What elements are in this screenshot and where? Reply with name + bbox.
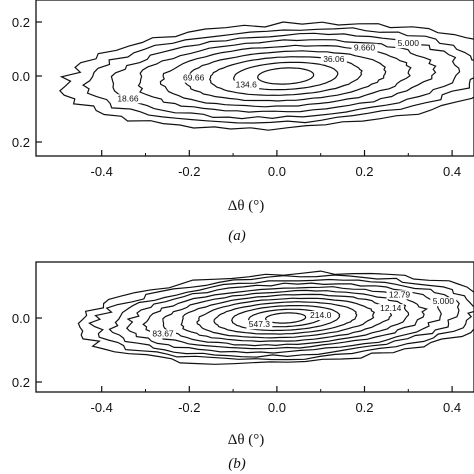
contour-label-background	[320, 55, 347, 65]
contour-label-background	[307, 311, 334, 320]
contour-line	[162, 289, 410, 347]
contour-line	[213, 301, 358, 335]
contour-label-background	[114, 94, 141, 104]
panel-b-caption: (b)	[228, 456, 246, 472]
contour-label-background	[351, 43, 378, 53]
contour-line	[232, 61, 339, 91]
contour-label: 5.000	[433, 296, 455, 306]
contour-label: 83.67	[152, 328, 174, 338]
x-tick-label: 0.0	[268, 164, 286, 179]
x-tick-label: -0.4	[90, 400, 112, 415]
x-tick-label: 0.4	[443, 164, 461, 179]
contour-label: 12.79	[389, 289, 411, 299]
contour-label: 547.3	[249, 319, 271, 329]
y-tick-label: 0.0	[12, 311, 30, 326]
panel-a-contours	[59, 21, 474, 131]
contour-label-background	[180, 73, 207, 83]
panel-a-y-ticks: 0.2 0.0 0.2	[12, 15, 42, 150]
x-tick-label: -0.4	[90, 164, 112, 179]
contour-line	[180, 293, 393, 343]
contour-label-background	[233, 80, 260, 90]
panel-b-x-label: Δθ (°)	[228, 432, 265, 448]
contour-line	[196, 297, 376, 339]
y-tick-label: 0.2	[12, 15, 30, 30]
contour-line	[183, 50, 387, 102]
contour-label-background	[430, 297, 457, 307]
panel-a-contour-labels: 5.000 9.660 36.06 69.66 134.6 18.66	[114, 38, 422, 104]
y-tick-label: 0.0	[12, 69, 30, 84]
panel-b-contour-labels: 12.79 5.000 12.14 214.0 547.3 83.67	[150, 289, 457, 339]
panel-b-contours	[77, 270, 474, 365]
contour-line	[257, 67, 315, 85]
contour-label: 18.66	[117, 93, 139, 103]
panel-b-frame	[35, 261, 474, 393]
x-tick-label: -0.2	[178, 400, 200, 415]
contour-line	[77, 270, 474, 365]
contour-line	[137, 39, 437, 113]
panel-a-caption: (a)	[228, 228, 246, 244]
contour-label-background	[386, 290, 413, 300]
contour-label-background	[150, 329, 177, 339]
contour-label: 69.66	[183, 73, 205, 83]
panel-a: 5.000 9.660 36.06 69.66 134.6 18.66 -0.4 -0.2 0…	[12, 0, 474, 244]
panel-b-y-ticks: 0.0 0.2	[12, 311, 42, 390]
contour-line	[81, 27, 474, 124]
contour-line	[108, 278, 460, 358]
y-tick-label: 0.2	[12, 135, 30, 150]
panel-b: 12.79 5.000 12.14 214.0 547.3 83.67 -0.4 -0.2 0…	[12, 261, 474, 472]
contour-line	[231, 305, 341, 332]
x-tick-label: 0.2	[355, 400, 373, 415]
x-tick-label: 0.4	[443, 400, 461, 415]
contour-line	[88, 274, 474, 361]
contour-line	[125, 282, 442, 354]
panel-a-x-ticks: -0.4 -0.2 0.0 0.2 0.4	[90, 150, 461, 179]
contour-label-background	[377, 304, 404, 314]
contour-line	[59, 21, 474, 131]
contour-line	[142, 286, 429, 350]
contour-label: 12.14	[380, 303, 402, 313]
y-tick-label: 0.2	[12, 375, 30, 390]
contour-label: 36.06	[323, 54, 345, 64]
contour-line	[247, 308, 324, 328]
contour-label: 134.6	[236, 80, 258, 90]
panel-a-x-label: Δθ (°)	[228, 198, 265, 214]
contour-label: 214.0	[310, 310, 332, 320]
x-tick-label: -0.2	[178, 164, 200, 179]
panel-a-frame	[35, 0, 474, 157]
contour-line	[265, 312, 307, 324]
contour-line	[159, 44, 412, 108]
contour-label-background	[246, 320, 273, 330]
contour-label-background	[395, 39, 422, 49]
x-tick-label: 0.0	[268, 400, 286, 415]
contour-line	[110, 32, 461, 120]
panel-b-x-ticks: -0.4 -0.2 0.0 0.2 0.4	[90, 386, 461, 415]
x-tick-label: 0.2	[355, 164, 373, 179]
contour-label: 5.000	[398, 38, 420, 48]
contour-label: 9.660	[354, 43, 376, 53]
